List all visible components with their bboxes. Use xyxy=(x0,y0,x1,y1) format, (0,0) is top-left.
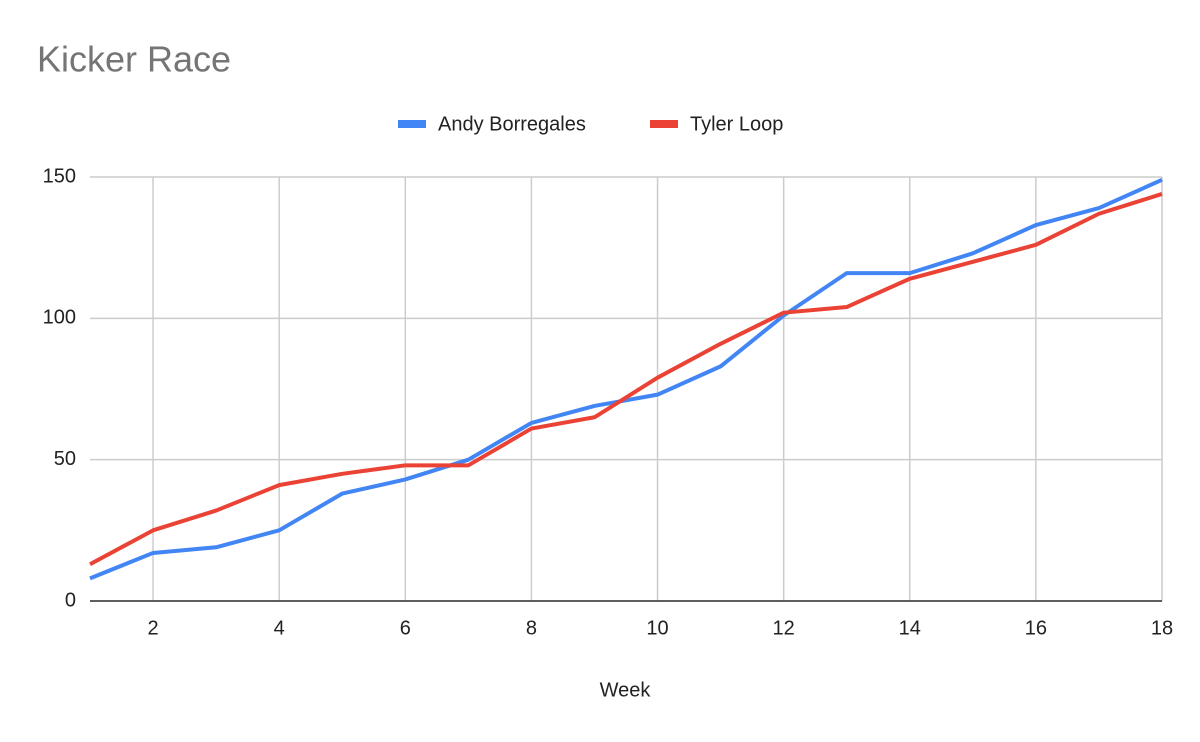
x-tick-label: 18 xyxy=(1151,617,1173,639)
x-axis-label: Week xyxy=(600,679,652,701)
legend-label: Andy Borregales xyxy=(438,113,586,135)
chart-title: Kicker Race xyxy=(37,39,231,80)
x-tick-label: 4 xyxy=(274,617,285,639)
x-tick-label: 12 xyxy=(773,617,795,639)
x-tick-label: 10 xyxy=(646,617,668,639)
y-tick-label: 100 xyxy=(43,307,76,329)
legend-swatch xyxy=(398,120,426,128)
series-line xyxy=(89,192,1163,567)
y-tick-label: 0 xyxy=(65,589,76,611)
x-tick-label: 2 xyxy=(147,617,158,639)
legend-label: Tyler Loop xyxy=(690,113,783,135)
legend-swatch xyxy=(650,120,678,128)
y-tick-label: 50 xyxy=(54,448,76,470)
x-tick-label: 16 xyxy=(1025,617,1047,639)
x-tick-label: 14 xyxy=(899,617,921,639)
y-tick-label: 150 xyxy=(43,165,76,187)
x-tick-label: 6 xyxy=(400,617,411,639)
x-tick-label: 8 xyxy=(526,617,537,639)
series-line xyxy=(89,178,1163,581)
